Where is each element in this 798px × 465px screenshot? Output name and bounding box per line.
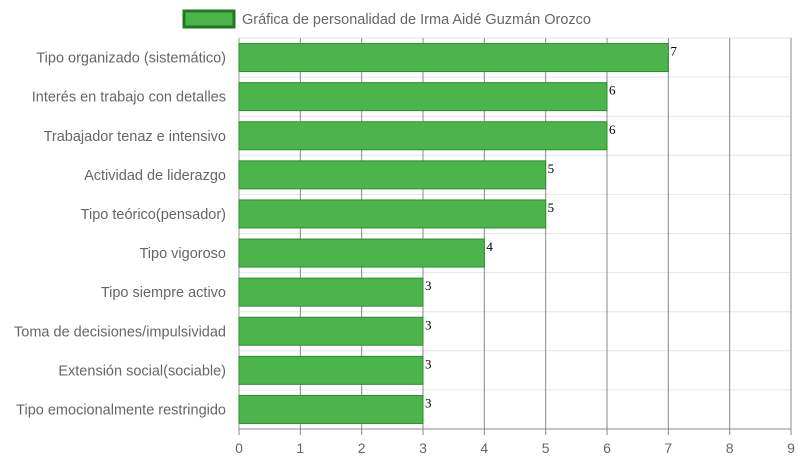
tick-label: 5 xyxy=(542,440,550,456)
category-label: Interés en trabajo con detalles xyxy=(32,90,226,106)
category-label: Tipo emocionalmente restringido xyxy=(16,402,226,418)
data-label: 3 xyxy=(425,278,432,293)
x-axis-ticks: 0 1 2 3 4 5 6 7 8 9 xyxy=(235,440,795,456)
tick-label: 1 xyxy=(296,440,304,456)
bars xyxy=(238,43,669,424)
tick-label: 8 xyxy=(726,440,734,456)
tick-label: 9 xyxy=(787,440,795,456)
legend[interactable]: Gráfica de personalidad de Irma Aidé Guz… xyxy=(182,9,591,29)
category-labels: Tipo organizado (sistemático) Interés en … xyxy=(14,51,226,419)
category-label: Toma de decisiones/impulsividad xyxy=(14,324,226,340)
data-label: 4 xyxy=(486,239,493,254)
bar xyxy=(238,277,424,307)
bar xyxy=(238,43,669,73)
data-label: 5 xyxy=(548,161,555,176)
bar xyxy=(238,355,424,385)
tick-label: 4 xyxy=(480,440,488,456)
data-label: 7 xyxy=(670,44,677,59)
data-labels: 7 6 6 5 5 4 3 3 3 3 xyxy=(425,44,677,411)
tick-label: 2 xyxy=(358,440,366,456)
data-label: 6 xyxy=(609,122,616,137)
bar xyxy=(238,394,424,424)
bar xyxy=(238,316,424,346)
data-label: 6 xyxy=(609,83,616,98)
bar xyxy=(238,160,547,190)
category-label: Extensión social(sociable) xyxy=(58,363,226,379)
category-label: Tipo organizado (sistemático) xyxy=(36,51,226,67)
data-label: 5 xyxy=(548,200,555,215)
tick-label: 7 xyxy=(664,440,672,456)
tick-label: 3 xyxy=(419,440,427,456)
bar xyxy=(238,121,608,151)
data-label: 3 xyxy=(425,317,432,332)
bar xyxy=(238,238,485,268)
tick-label: 6 xyxy=(603,440,611,456)
bar xyxy=(238,199,547,229)
legend-label: Gráfica de personalidad de Irma Aidé Guz… xyxy=(242,12,591,28)
bar xyxy=(238,82,608,112)
category-label: Actividad de liderazgo xyxy=(84,168,226,184)
category-label: Trabajador tenaz e intensivo xyxy=(44,129,226,145)
tick-label: 0 xyxy=(235,440,243,456)
data-label: 3 xyxy=(425,395,432,410)
data-label: 3 xyxy=(425,356,432,371)
category-label: Tipo siempre activo xyxy=(101,285,226,301)
category-label: Tipo teórico(pensador) xyxy=(81,207,226,223)
legend-swatch xyxy=(182,9,236,29)
category-label: Tipo vigoroso xyxy=(139,246,226,262)
